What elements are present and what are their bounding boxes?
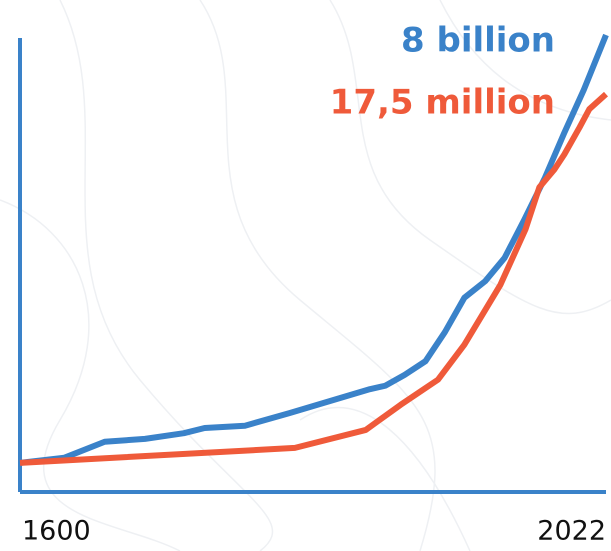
x-tick-label: 1600: [22, 516, 91, 547]
annotation: 8 billion: [401, 21, 555, 61]
line: [19, 91, 609, 466]
x-tick-label: 2022: [537, 516, 606, 547]
annotation: 17,5 million: [330, 83, 555, 123]
